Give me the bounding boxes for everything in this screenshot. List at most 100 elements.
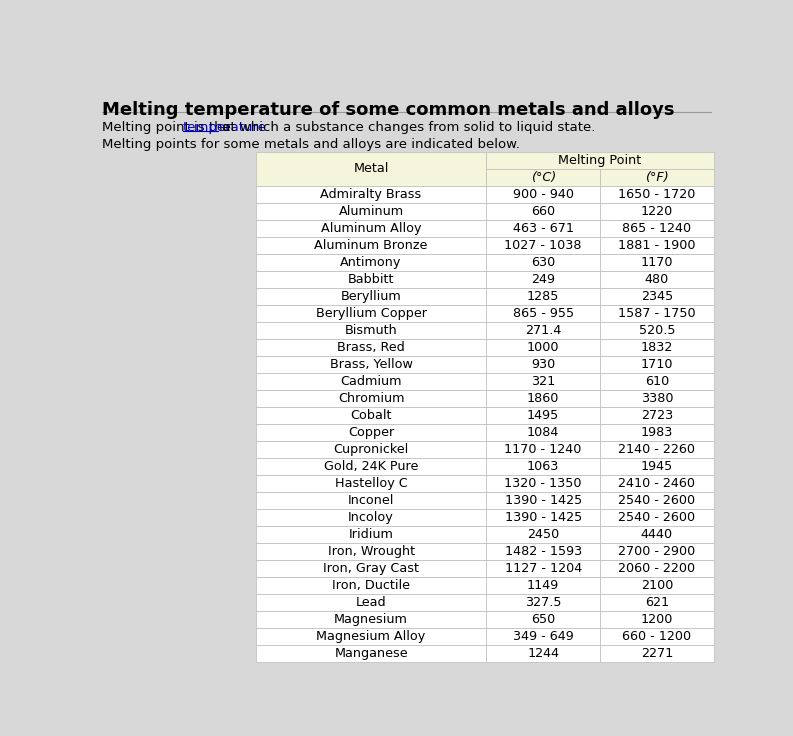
Bar (600, 305, 714, 322)
Text: Brass, Red: Brass, Red (337, 341, 405, 354)
Text: 1027 - 1038: 1027 - 1038 (504, 238, 582, 252)
Text: (°F): (°F) (645, 171, 668, 184)
Text: Manganese: Manganese (335, 647, 408, 660)
Text: Cadmium: Cadmium (340, 375, 402, 388)
Text: Lead: Lead (356, 596, 386, 609)
Text: 660: 660 (531, 205, 555, 218)
Text: 1390 - 1425: 1390 - 1425 (504, 511, 582, 524)
Text: Aluminum Alloy: Aluminum Alloy (321, 222, 421, 235)
Bar (600, 441, 714, 458)
Text: 1860: 1860 (527, 392, 559, 405)
Bar (256, 373, 486, 390)
Text: Incoloy: Incoloy (348, 511, 394, 524)
Text: 1881 - 1900: 1881 - 1900 (618, 238, 695, 252)
Text: Babbitt: Babbitt (348, 273, 394, 286)
Bar (486, 543, 600, 560)
Text: 1170 - 1240: 1170 - 1240 (504, 443, 582, 456)
Text: Iron, Gray Cast: Iron, Gray Cast (323, 562, 419, 575)
Bar (600, 355, 714, 373)
Bar (486, 645, 600, 662)
Text: 3380: 3380 (641, 392, 673, 405)
Text: Brass, Yellow: Brass, Yellow (330, 358, 412, 371)
Text: 2140 - 2260: 2140 - 2260 (619, 443, 695, 456)
Bar (256, 628, 486, 645)
Text: Cobalt: Cobalt (351, 408, 392, 422)
Text: 1244: 1244 (527, 647, 559, 660)
Bar (600, 237, 714, 254)
Text: 930: 930 (531, 358, 555, 371)
Bar (486, 458, 600, 475)
Text: Melting temperature of some common metals and alloys: Melting temperature of some common metal… (102, 101, 675, 118)
Text: Copper: Copper (348, 426, 394, 439)
Bar (256, 220, 486, 237)
Bar (256, 594, 486, 611)
Text: 621: 621 (645, 596, 669, 609)
Bar (486, 203, 600, 220)
Text: 1200: 1200 (641, 613, 673, 626)
Bar (486, 628, 600, 645)
Text: 271.4: 271.4 (525, 324, 561, 337)
Text: Antimony: Antimony (340, 256, 402, 269)
Text: 1149: 1149 (527, 578, 559, 592)
Text: 1945: 1945 (641, 460, 673, 473)
Text: 630: 630 (531, 256, 555, 269)
Bar (600, 560, 714, 577)
Text: 2271: 2271 (641, 647, 673, 660)
Bar (256, 339, 486, 355)
Bar (256, 237, 486, 254)
Bar (256, 305, 486, 322)
Bar (486, 152, 714, 169)
Bar (486, 237, 600, 254)
Text: 2700 - 2900: 2700 - 2900 (619, 545, 695, 558)
Bar (486, 492, 600, 509)
Bar (256, 458, 486, 475)
Text: 2345: 2345 (641, 290, 673, 302)
Text: 1000: 1000 (527, 341, 559, 354)
Text: Iron, Wrought: Iron, Wrought (328, 545, 415, 558)
Bar (600, 424, 714, 441)
Text: Bismuth: Bismuth (345, 324, 397, 337)
Text: 1482 - 1593: 1482 - 1593 (504, 545, 582, 558)
Bar (600, 475, 714, 492)
Bar (256, 185, 486, 203)
Bar (600, 645, 714, 662)
Bar (486, 390, 600, 407)
Text: 1127 - 1204: 1127 - 1204 (504, 562, 582, 575)
Bar (486, 509, 600, 526)
Text: 2100: 2100 (641, 578, 673, 592)
Bar (600, 407, 714, 424)
Text: 349 - 649: 349 - 649 (513, 630, 573, 643)
Bar (600, 169, 714, 185)
Bar (256, 355, 486, 373)
Bar (486, 560, 600, 577)
Text: Cupronickel: Cupronickel (333, 443, 408, 456)
Text: 1495: 1495 (527, 408, 559, 422)
Bar (256, 271, 486, 288)
Bar (256, 424, 486, 441)
Text: 900 - 940: 900 - 940 (512, 188, 573, 201)
Text: Chromium: Chromium (338, 392, 404, 405)
Text: 2060 - 2200: 2060 - 2200 (619, 562, 695, 575)
Bar (600, 203, 714, 220)
Text: 463 - 671: 463 - 671 (512, 222, 573, 235)
Bar (486, 407, 600, 424)
Bar (256, 577, 486, 594)
Text: 865 - 1240: 865 - 1240 (623, 222, 691, 235)
Text: 660 - 1200: 660 - 1200 (623, 630, 691, 643)
Bar (256, 407, 486, 424)
Text: Melting point is the: Melting point is the (102, 121, 236, 134)
Text: 2540 - 2600: 2540 - 2600 (619, 494, 695, 507)
Text: (°C): (°C) (531, 171, 556, 184)
Text: Magnesium Alloy: Magnesium Alloy (316, 630, 426, 643)
Text: 1320 - 1350: 1320 - 1350 (504, 477, 582, 490)
Bar (486, 594, 600, 611)
Text: 1587 - 1750: 1587 - 1750 (618, 307, 695, 320)
Text: 2410 - 2460: 2410 - 2460 (619, 477, 695, 490)
Text: 2723: 2723 (641, 408, 673, 422)
Bar (486, 322, 600, 339)
Bar (256, 441, 486, 458)
Text: Iridium: Iridium (349, 528, 393, 541)
Bar (600, 390, 714, 407)
Text: 321: 321 (531, 375, 555, 388)
Bar (600, 185, 714, 203)
